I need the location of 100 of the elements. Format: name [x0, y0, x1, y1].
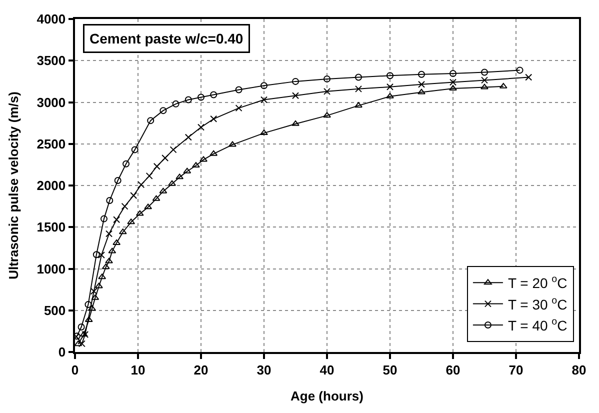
point	[78, 324, 85, 331]
point	[418, 88, 426, 94]
text: Cement paste w/c=0.40	[90, 30, 244, 46]
point	[418, 70, 425, 78]
point	[98, 252, 105, 259]
point	[386, 92, 394, 98]
point	[102, 264, 110, 270]
point	[105, 258, 113, 264]
point	[112, 239, 121, 245]
point	[354, 102, 362, 108]
point	[159, 188, 168, 194]
x-tick-label: 20	[194, 362, 208, 378]
point	[92, 251, 100, 258]
point	[481, 68, 488, 76]
point	[91, 294, 100, 300]
point	[450, 78, 456, 86]
point	[172, 100, 180, 108]
y-tick-label: 1500	[36, 220, 66, 235]
point	[113, 216, 120, 224]
point	[184, 96, 192, 104]
point	[118, 228, 127, 234]
point	[184, 134, 192, 141]
point	[88, 305, 96, 311]
point	[100, 215, 108, 222]
x-tick-label: 0	[71, 362, 79, 378]
point	[355, 74, 362, 81]
point	[84, 316, 93, 322]
point	[144, 204, 152, 210]
point	[516, 66, 524, 74]
y-tick-label: 0	[58, 344, 66, 360]
legend-label: T = 40 $^{o}$C	[508, 316, 568, 334]
point	[210, 115, 218, 122]
point	[235, 104, 242, 112]
point	[80, 331, 88, 337]
point	[292, 120, 300, 126]
x-tick-label: 50	[382, 362, 398, 378]
x-tick-label: 30	[256, 362, 272, 378]
point	[235, 86, 242, 94]
point	[499, 82, 508, 88]
point	[292, 78, 299, 85]
point	[228, 141, 236, 147]
point	[170, 146, 177, 154]
point	[106, 230, 113, 238]
legend-label: T = 30 $^{o}$C	[508, 295, 568, 312]
point	[130, 192, 138, 199]
legend-label: T = 20 $^{o}$C	[508, 274, 568, 292]
x-tick-label: 40	[320, 362, 334, 378]
y-tick-label: 3000	[36, 94, 66, 110]
point	[176, 174, 184, 180]
point	[146, 172, 153, 180]
point	[84, 301, 92, 308]
x-tick-label: 10	[130, 362, 146, 378]
point	[192, 162, 200, 168]
y-tick-label: 4000	[36, 12, 66, 27]
point	[449, 85, 457, 91]
point	[131, 146, 138, 154]
point	[481, 76, 488, 84]
point	[75, 340, 82, 346]
point	[525, 74, 532, 81]
point	[324, 75, 330, 82]
point	[183, 168, 192, 174]
point	[260, 96, 268, 104]
x-tick-label: 70	[508, 362, 524, 378]
point	[114, 177, 122, 184]
point	[108, 248, 116, 254]
y-tick-label: 1000	[36, 261, 66, 276]
point	[450, 70, 456, 78]
point	[127, 218, 136, 224]
point	[323, 112, 331, 118]
point	[355, 85, 362, 92]
point	[153, 162, 160, 170]
y-axis-title: Ultrasonic pulse velocity (m/s)	[6, 92, 22, 280]
point	[198, 124, 204, 131]
x-tick-label: 80	[572, 362, 586, 378]
point	[160, 107, 167, 114]
point	[152, 195, 160, 201]
point	[198, 94, 204, 101]
point	[210, 91, 218, 98]
point	[210, 150, 218, 156]
point	[106, 196, 114, 204]
point	[324, 88, 330, 95]
point	[94, 282, 103, 288]
y-tick-label: 500	[44, 302, 66, 318]
x-axis-title: Age (hours)	[290, 388, 364, 404]
point	[168, 180, 176, 186]
point	[386, 72, 394, 80]
point	[98, 274, 106, 280]
point	[162, 154, 169, 162]
point	[418, 80, 425, 88]
point	[90, 288, 98, 295]
point	[136, 210, 144, 216]
point	[121, 202, 128, 210]
point	[260, 82, 268, 90]
x-tick-label: 60	[446, 362, 460, 378]
point	[82, 331, 89, 338]
point	[138, 181, 145, 188]
point	[200, 156, 208, 162]
point	[122, 160, 130, 168]
point	[292, 92, 299, 100]
point	[260, 130, 268, 136]
